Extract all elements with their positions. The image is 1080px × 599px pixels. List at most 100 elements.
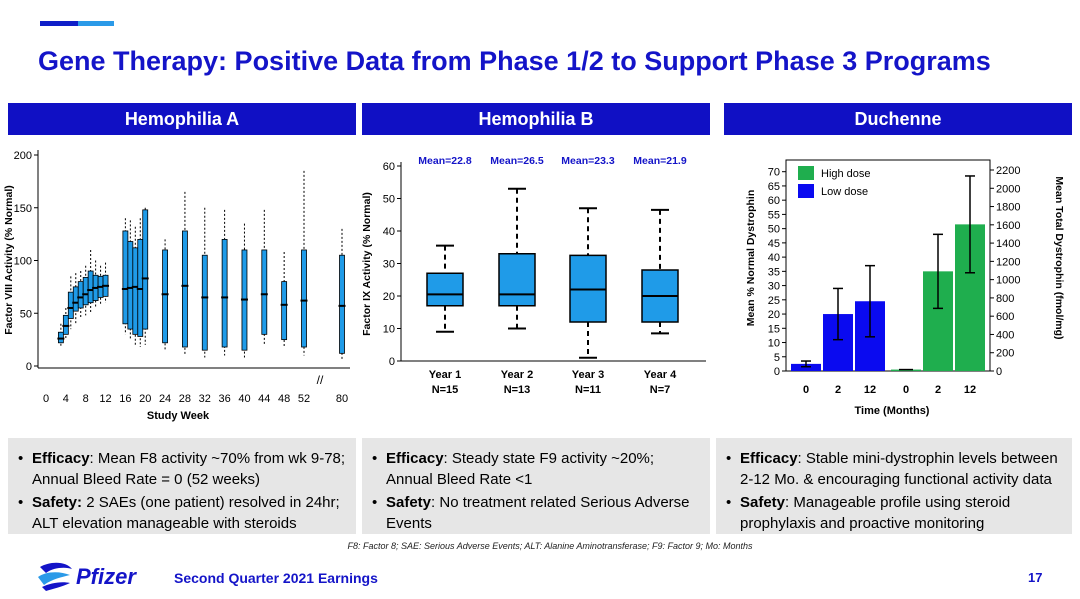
x-tick-label: 0 — [803, 384, 809, 396]
y-tick-label: 15 — [768, 323, 780, 335]
y-axis-label: Mean % Normal Dystrophin — [745, 190, 757, 327]
box — [201, 254, 208, 351]
x-tick-label: 52 — [298, 393, 310, 405]
earnings-label: Second Quarter 2021 Earnings — [174, 570, 378, 586]
x-tick-label: 8 — [83, 393, 89, 405]
bullet-efficacy-b: Efficacy: Steady state F9 activity ~20%;… — [372, 448, 702, 490]
y-right-tick-label: 1200 — [996, 256, 1020, 268]
y-right-tick-label: 2200 — [996, 165, 1020, 177]
x-tick-label: Year 1 — [429, 369, 461, 381]
accent-bar-light — [78, 21, 114, 26]
header-hemophilia-b: Hemophilia B — [362, 103, 710, 135]
y-tick-label: 60 — [768, 195, 780, 207]
x-tick-label: 4 — [63, 393, 69, 405]
chart-duchenne: 0510152025303540455055606570020040060080… — [745, 159, 1065, 417]
y-right-tick-label: 1800 — [996, 202, 1020, 214]
x-tick-label: 0 — [903, 384, 909, 396]
box — [426, 272, 464, 307]
y-right-tick-label: 2000 — [996, 183, 1020, 195]
box — [57, 331, 64, 344]
mean-annotation: Mean=23.3 — [561, 155, 615, 167]
x-axis-label: Study Week — [147, 410, 210, 422]
y-tick-label: 0 — [26, 361, 32, 373]
x-tick-label: Year 4 — [644, 369, 677, 381]
y-tick-label: 20 — [383, 291, 395, 303]
x-tick-label: 12 — [99, 393, 111, 405]
y-tick-label: 0 — [389, 356, 395, 368]
x-tick-label: 12 — [864, 384, 876, 396]
summary-hemophilia-a: Efficacy: Mean F8 activity ~70% from wk … — [8, 438, 356, 534]
legend-swatch-low — [798, 184, 814, 198]
y-tick-label: 60 — [383, 161, 395, 173]
box — [67, 291, 74, 319]
y-right-tick-label: 400 — [996, 329, 1014, 341]
plot-frame — [785, 159, 991, 372]
box — [62, 314, 69, 335]
x-tick-label: 2 — [835, 384, 841, 396]
y-tick-label: 55 — [768, 209, 780, 221]
y-tick-label: 40 — [383, 226, 395, 238]
box — [301, 249, 307, 348]
box — [162, 249, 168, 344]
y-tick-label: 45 — [768, 238, 780, 250]
n-label: N=13 — [504, 384, 531, 396]
y-right-tick-label: 1000 — [996, 275, 1020, 287]
y-tick-label: 200 — [14, 150, 32, 162]
y-tick-label: 30 — [383, 259, 395, 271]
x-tick-label: Year 3 — [572, 369, 604, 381]
box — [87, 270, 94, 304]
y-tick-label: 40 — [768, 252, 780, 264]
box — [72, 286, 79, 312]
x-tick-label: 36 — [218, 393, 230, 405]
box — [127, 241, 134, 330]
y-tick-label: 0 — [774, 366, 780, 378]
box — [261, 249, 268, 335]
y-right-tick-label: 0 — [996, 366, 1002, 378]
y-axis-label: Factor IX Activity (% Normal) — [361, 192, 373, 336]
y-tick-label: 10 — [768, 338, 780, 350]
summary-hemophilia-b: Efficacy: Steady state F9 activity ~20%;… — [362, 438, 710, 534]
x-tick-label: 80 — [336, 393, 348, 405]
page-number: 17 — [1028, 570, 1043, 585]
y-tick-label: 30 — [768, 281, 780, 293]
x-tick-label: 2 — [935, 384, 941, 396]
x-tick-label: 16 — [119, 393, 131, 405]
y-right-tick-label: 800 — [996, 293, 1014, 305]
x-tick-label: 40 — [238, 393, 250, 405]
box — [142, 209, 149, 330]
x-tick-label: 24 — [159, 393, 171, 405]
box — [132, 247, 139, 335]
svg-text:Pfizer: Pfizer — [76, 564, 137, 589]
y-tick-label: 25 — [768, 295, 780, 307]
accent-bar-dark — [40, 21, 78, 26]
mean-annotation: Mean=22.8 — [418, 155, 472, 167]
legend-label-high: High dose — [821, 168, 871, 180]
page-title: Gene Therapy: Positive Data from Phase 1… — [38, 46, 991, 76]
y-tick-label: 65 — [768, 181, 780, 193]
y-right-tick-label: 600 — [996, 311, 1014, 323]
bullet-safety-c: Safety: Manageable profile using steroid… — [726, 492, 1064, 534]
box — [122, 230, 129, 325]
legend-label-low: Low dose — [821, 186, 868, 198]
bullet-safety-a: Safety: 2 SAEs (one patient) resolved in… — [18, 492, 348, 534]
box — [498, 253, 536, 307]
y-axis-label: Factor VIII Activity (% Normal) — [3, 185, 15, 335]
footnote: F8: Factor 8; SAE: Serious Adverse Event… — [347, 541, 753, 551]
mean-annotation: Mean=26.5 — [490, 155, 544, 167]
box — [82, 276, 89, 306]
chart-hemophilia-b: 0 10 20 30 40 50 60 Factor IX Activity (% Norma… — [361, 155, 706, 396]
box — [281, 281, 288, 341]
y-right-tick-label: 200 — [996, 348, 1014, 360]
y-tick-label: 100 — [14, 256, 32, 268]
x-axis-label: Time (Months) — [855, 405, 930, 417]
x-tick-label: 0 — [43, 393, 49, 405]
x-tick-label: 20 — [139, 393, 151, 405]
y-tick-label: 50 — [768, 224, 780, 236]
axis-break-mark: // — [317, 373, 324, 387]
y-tick-label: 150 — [14, 203, 32, 215]
legend-swatch-high — [798, 166, 814, 180]
x-tick-label: 48 — [278, 393, 290, 405]
y-tick-label: 70 — [768, 167, 780, 179]
pfizer-logo: Pfizer — [38, 562, 137, 591]
